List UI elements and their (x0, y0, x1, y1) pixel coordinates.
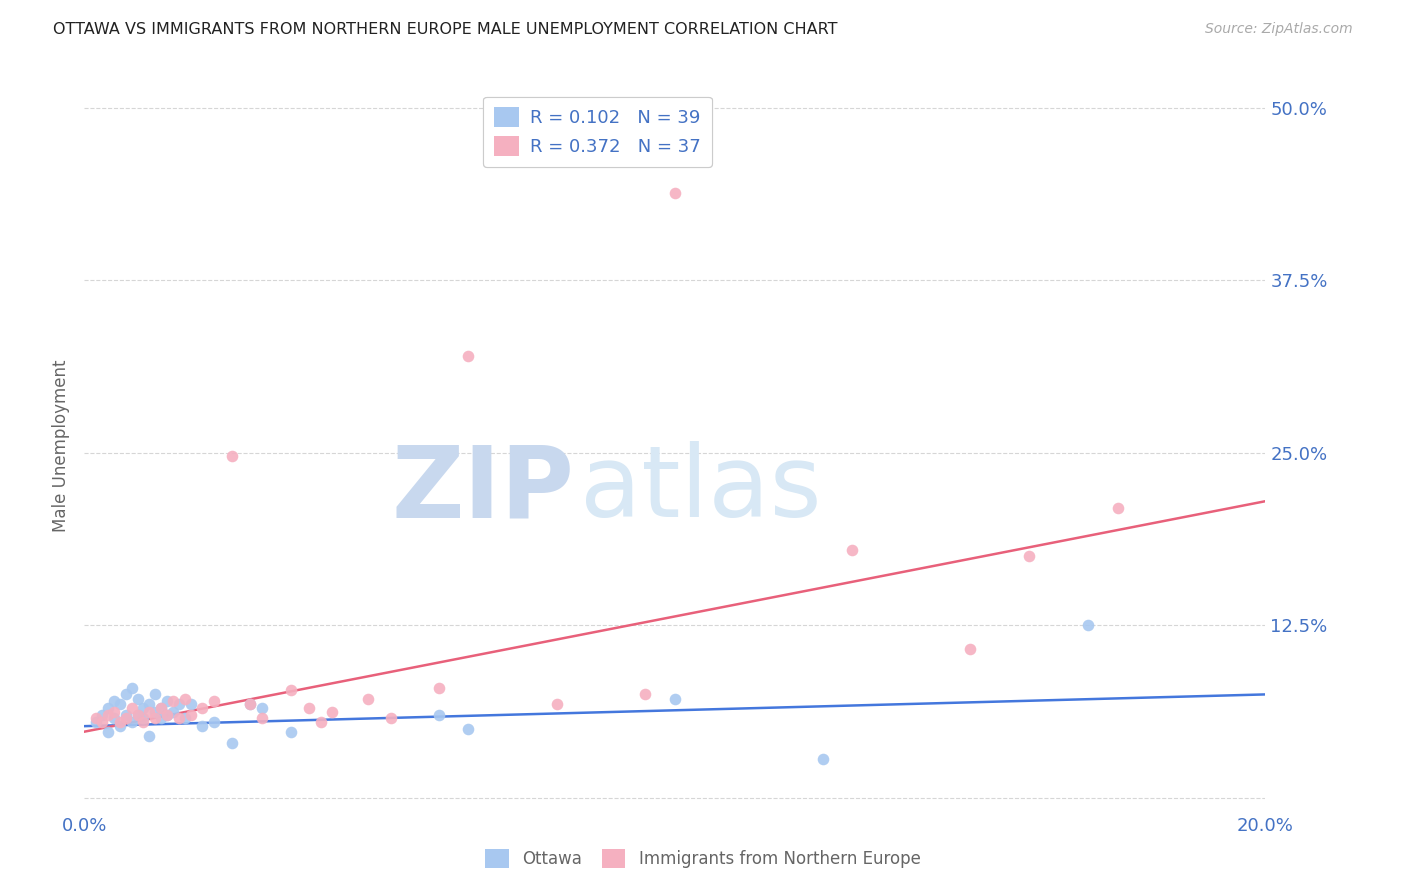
Point (167, 697, 190, 711)
Text: ZIP: ZIP (392, 442, 575, 539)
Point (97, 724, 120, 739)
Legend: Ottawa, Immigrants from Northern Europe: Ottawa, Immigrants from Northern Europe (479, 843, 927, 875)
Point (239, 697, 262, 711)
Point (1018, 549, 1040, 564)
Point (143, 687, 166, 701)
Point (162, 694, 184, 708)
Point (138, 706, 160, 720)
Point (202, 714, 225, 729)
Point (150, 711, 173, 725)
Text: OTTAWA VS IMMIGRANTS FROM NORTHERN EUROPE MALE UNEMPLOYMENT CORRELATION CHART: OTTAWA VS IMMIGRANTS FROM NORTHERN EUROP… (53, 22, 838, 37)
Point (173, 691, 195, 706)
Point (221, 736, 243, 750)
Point (321, 706, 343, 720)
Point (97, 708, 120, 723)
Point (127, 691, 149, 706)
Point (150, 701, 173, 715)
Point (84, 711, 107, 725)
Point (250, 711, 273, 725)
Point (143, 706, 166, 720)
Point (1107, 501, 1129, 516)
Point (298, 701, 321, 715)
Point (180, 708, 202, 723)
Point (427, 708, 450, 723)
Point (127, 708, 149, 723)
Point (1077, 618, 1099, 632)
Point (91, 708, 114, 723)
Point (103, 694, 125, 708)
Legend: R = 0.102   N = 39, R = 0.372   N = 37: R = 0.102 N = 39, R = 0.372 N = 37 (484, 96, 711, 167)
Point (309, 714, 332, 729)
Point (121, 681, 143, 695)
Text: Source: ZipAtlas.com: Source: ZipAtlas.com (1205, 22, 1353, 37)
Point (132, 711, 155, 725)
Point (97, 701, 120, 715)
Point (143, 711, 166, 725)
Point (138, 729, 160, 743)
Point (108, 714, 131, 729)
Point (841, 542, 863, 557)
Point (811, 752, 834, 766)
Point (156, 708, 179, 723)
Point (357, 691, 380, 706)
Point (132, 701, 155, 715)
Point (380, 711, 402, 725)
Point (191, 719, 214, 733)
Point (127, 708, 149, 723)
Point (108, 719, 131, 733)
Point (103, 706, 125, 720)
Point (634, 687, 657, 701)
Point (84, 714, 107, 729)
Point (138, 697, 160, 711)
Point (167, 711, 190, 725)
Point (162, 706, 184, 720)
Point (114, 708, 136, 723)
Point (239, 697, 262, 711)
Point (173, 711, 195, 725)
Point (191, 701, 214, 715)
Point (180, 697, 202, 711)
Point (150, 701, 173, 715)
Point (114, 687, 136, 701)
Point (114, 711, 136, 725)
Point (121, 714, 143, 729)
Text: atlas: atlas (581, 442, 823, 539)
Point (91, 714, 114, 729)
Point (250, 701, 273, 715)
Point (664, 691, 686, 706)
Point (156, 694, 179, 708)
Point (103, 711, 125, 725)
Point (280, 683, 302, 698)
Point (427, 681, 450, 695)
Y-axis label: Male Unemployment: Male Unemployment (52, 359, 70, 533)
Point (457, 722, 479, 736)
Point (457, 349, 479, 363)
Point (132, 714, 155, 729)
Point (108, 697, 131, 711)
Point (664, 186, 686, 201)
Point (959, 641, 981, 656)
Point (202, 694, 225, 708)
Point (156, 708, 179, 723)
Point (121, 701, 143, 715)
Point (221, 449, 243, 463)
Point (546, 697, 568, 711)
Point (280, 724, 302, 739)
